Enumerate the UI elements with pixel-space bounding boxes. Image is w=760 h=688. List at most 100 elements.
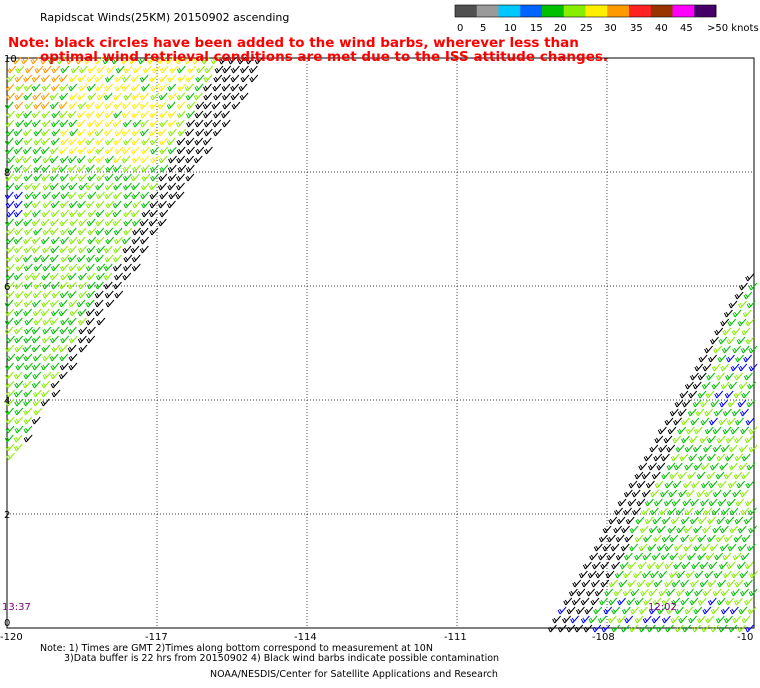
- wind-barb: [743, 516, 753, 525]
- wind-barb: [733, 390, 743, 399]
- wind-barb: [684, 606, 694, 615]
- wind-barb: [691, 480, 700, 489]
- wind-barb: [719, 399, 729, 408]
- wind-barb: [113, 182, 122, 191]
- wind-barb: [4, 434, 14, 443]
- wind-barbs: [4, 56, 759, 633]
- wind-barb: [115, 65, 125, 74]
- wind-barb: [14, 308, 23, 317]
- wind-barb: [78, 281, 87, 290]
- wind-barb: [724, 309, 733, 318]
- wind-barb: [167, 83, 177, 92]
- wind-barb: [578, 570, 588, 579]
- wind-barb: [51, 83, 60, 92]
- wind-barb: [576, 606, 585, 615]
- wind-barb: [740, 588, 749, 597]
- wind-barb: [610, 543, 620, 552]
- wind-barb: [557, 606, 567, 615]
- wind-barb: [86, 335, 96, 344]
- wind-barb: [593, 606, 603, 615]
- wind-barb: [667, 525, 677, 534]
- wind-barb: [95, 146, 105, 155]
- wind-barb: [149, 182, 158, 191]
- wind-barb: [122, 245, 132, 254]
- wind-barb: [60, 209, 70, 218]
- wind-barb: [740, 408, 749, 417]
- wind-barb: [710, 399, 720, 408]
- wind-speed-legend: 0 5 10 15 20 25 30 35 40 45 >50 knots: [454, 4, 759, 34]
- wind-barb: [195, 74, 205, 83]
- wind-barb: [620, 543, 630, 552]
- wind-barb: [669, 408, 679, 417]
- wind-barb: [4, 317, 14, 326]
- wind-barb: [738, 606, 748, 615]
- wind-barb: [600, 579, 610, 588]
- wind-barb: [607, 615, 617, 624]
- wind-barb: [203, 92, 213, 101]
- wind-barb: [140, 182, 150, 191]
- wind-barb: [641, 471, 651, 480]
- wind-barb: [78, 272, 87, 281]
- wind-barb: [132, 119, 142, 128]
- wind-barb: [202, 137, 212, 146]
- wind-barb: [213, 74, 223, 83]
- wind-barb: [684, 462, 694, 471]
- wind-barb: [130, 83, 140, 92]
- wind-barb: [704, 345, 713, 354]
- wind-barb: [104, 110, 114, 119]
- wind-barb: [4, 326, 14, 335]
- wind-barb: [31, 245, 41, 254]
- wind-barb: [623, 507, 632, 516]
- wind-barb: [69, 173, 78, 182]
- wind-barb: [104, 83, 114, 92]
- wind-barb: [712, 444, 722, 453]
- wind-barb: [746, 399, 756, 408]
- wind-barb: [744, 597, 753, 606]
- wind-barb: [5, 146, 14, 155]
- wind-barb: [76, 155, 86, 164]
- wind-barb: [230, 83, 240, 92]
- wind-barb: [77, 74, 87, 83]
- wind-barb: [716, 516, 726, 525]
- wind-barb: [711, 381, 721, 390]
- wind-barb: [710, 606, 720, 615]
- wind-barb: [139, 218, 149, 227]
- wind-barb: [30, 56, 40, 65]
- wind-barb: [176, 92, 186, 101]
- wind-barb: [712, 426, 722, 435]
- wind-barb: [572, 579, 582, 588]
- wind-barb: [5, 236, 15, 245]
- wind-barb: [94, 101, 104, 110]
- wind-barb: [77, 317, 87, 326]
- wind-barb: [683, 480, 692, 489]
- wind-barb: [103, 272, 113, 281]
- wind-barb: [5, 119, 15, 128]
- wind-barb: [547, 624, 557, 633]
- wind-barb: [645, 480, 655, 489]
- wind-barb: [87, 92, 97, 101]
- wind-barb: [150, 146, 159, 155]
- wind-barb: [623, 570, 632, 579]
- wind-barb: [194, 137, 204, 146]
- wind-barb: [634, 615, 644, 624]
- wind-barb: [66, 56, 75, 65]
- wind-barb: [600, 561, 610, 570]
- wind-barb: [615, 552, 625, 561]
- wind-barb: [679, 453, 689, 462]
- wind-barb: [23, 416, 33, 425]
- wind-barb: [158, 92, 168, 101]
- wind-barb: [87, 128, 96, 137]
- wind-barb: [716, 372, 725, 381]
- wind-barb: [729, 525, 739, 534]
- wind-barb: [614, 570, 624, 579]
- wind-barb: [664, 417, 674, 426]
- wind-barb: [670, 453, 680, 462]
- wind-barb: [722, 570, 732, 579]
- wind-barb: [40, 218, 50, 227]
- wind-barb: [685, 426, 695, 435]
- wind-barb: [112, 254, 122, 263]
- wind-barb: [23, 110, 32, 119]
- wind-barb: [139, 74, 149, 83]
- wind-barb: [50, 137, 60, 146]
- wind-barb: [739, 570, 749, 579]
